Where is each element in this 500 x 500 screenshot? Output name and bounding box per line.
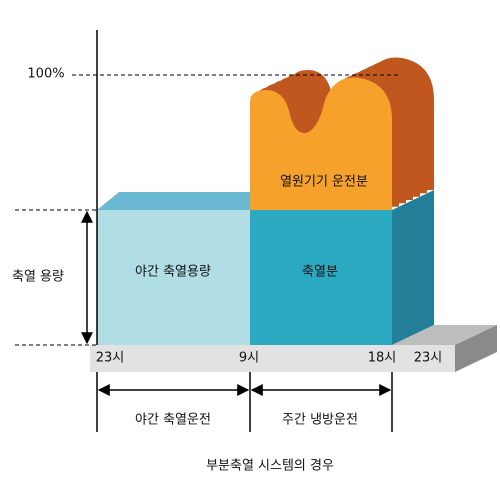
period-label: 야간 축열운전 bbox=[135, 413, 211, 428]
time-label: 23시 bbox=[414, 351, 443, 366]
night-block-top bbox=[97, 192, 250, 210]
base-top bbox=[392, 325, 497, 345]
time-label: 9시 bbox=[239, 351, 259, 366]
timeline-base bbox=[90, 345, 455, 372]
night-block bbox=[97, 210, 250, 345]
stored-block-side bbox=[392, 190, 434, 345]
period-label: 주간 냉방운전 bbox=[282, 413, 358, 428]
block-label: 야간 축열용량 bbox=[135, 265, 211, 280]
base-side bbox=[455, 325, 497, 372]
capacity-label: 축열 용량 bbox=[12, 270, 64, 285]
time-label: 23시 bbox=[96, 351, 125, 366]
percent-label: 100% bbox=[27, 67, 64, 82]
stored-block bbox=[250, 210, 392, 345]
block-label: 열원기기 운전분 bbox=[280, 175, 368, 190]
block-label: 축열분 bbox=[302, 265, 338, 280]
time-label: 18시 bbox=[368, 351, 397, 366]
caption: 부분축열 시스템의 경우 bbox=[206, 459, 334, 474]
